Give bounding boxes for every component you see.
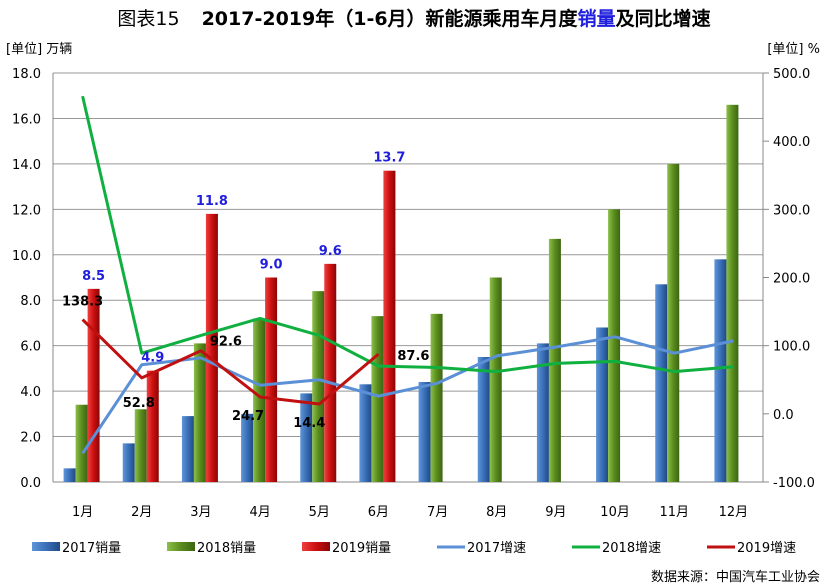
bar-2019销量 <box>87 288 100 482</box>
line-data-label: 24.7 <box>232 409 264 424</box>
bar-2018销量 <box>608 209 621 483</box>
bar-2018销量 <box>371 316 384 482</box>
x-tick-label: 3月 <box>190 505 211 520</box>
bar-2018销量 <box>253 318 266 482</box>
bar-2017销量 <box>655 284 668 482</box>
x-tick-label: 9月 <box>545 505 566 520</box>
left-tick-label: 0.0 <box>20 476 41 491</box>
left-tick-label: 4.0 <box>20 385 41 400</box>
bar-2019销量 <box>205 213 218 482</box>
bar-2017销量 <box>596 327 609 482</box>
x-tick-label: 1月 <box>72 505 93 520</box>
right-tick-label: 300.0 <box>773 203 810 218</box>
line-data-label: 52.8 <box>123 396 155 411</box>
bar-2019销量 <box>146 370 159 482</box>
right-tick-label: 200.0 <box>773 272 810 287</box>
line-data-label: 87.6 <box>397 349 429 364</box>
bar-2017销量 <box>181 416 194 482</box>
chart-title: 图表15 2017-2019年（1-6月）新能源乘用车月度销量及同比增速 <box>0 4 828 31</box>
right-tick-label: -100.0 <box>773 476 815 491</box>
left-tick-label: 10.0 <box>12 249 41 264</box>
bar-2018销量 <box>726 104 739 483</box>
bar-data-label: 9.6 <box>319 244 342 259</box>
legend-label: 2018增速 <box>602 541 661 556</box>
line-2019增速 <box>81 318 380 406</box>
title-main: 2017-2019年（1-6月）新能源乘用车月度 <box>201 8 578 30</box>
bar-2018销量 <box>75 404 88 482</box>
left-tick-label: 18.0 <box>12 67 41 82</box>
bar-2017销量 <box>300 393 313 482</box>
x-tick-label: 12月 <box>719 505 749 520</box>
legend-label: 2019增速 <box>737 541 796 556</box>
bar-2019销量 <box>324 263 337 482</box>
x-tick-label: 8月 <box>486 505 507 520</box>
bar-data-label: 11.8 <box>196 194 228 209</box>
legend-label: 2017增速 <box>467 541 526 556</box>
x-tick-label: 5月 <box>309 505 330 520</box>
bar-2017销量 <box>63 468 76 482</box>
title-prefix: 图表15 <box>117 8 180 30</box>
data-source: 数据来源：中国汽车工业协会 <box>650 570 820 585</box>
bar-2018销量 <box>489 277 502 482</box>
title-suffix: 及同比增速 <box>615 8 711 30</box>
left-tick-label: 6.0 <box>20 340 41 355</box>
bar-data-label: 4.9 <box>141 351 164 366</box>
bar-2017销量 <box>714 259 727 482</box>
right-axis-unit: [单位] % <box>767 42 820 57</box>
bar-data-label: 8.5 <box>82 269 105 284</box>
right-tick-label: 500.0 <box>773 67 810 82</box>
x-tick-label: 6月 <box>368 505 389 520</box>
bar-data-label: 13.7 <box>373 151 405 166</box>
left-axis-unit: [单位] 万辆 <box>6 42 73 57</box>
right-tick-label: 0.0 <box>773 408 794 423</box>
left-tick-label: 8.0 <box>20 294 41 309</box>
legend-swatch <box>32 542 60 551</box>
legend-swatch <box>167 542 195 551</box>
bar-2018销量 <box>312 291 325 482</box>
title-highlight: 销量 <box>577 8 616 30</box>
legend-label: 2017销量 <box>62 541 121 556</box>
bar-2017销量 <box>418 382 431 482</box>
x-tick-label: 2月 <box>131 505 152 520</box>
bar-data-label: 9.0 <box>260 258 283 273</box>
right-tick-label: 400.0 <box>773 135 810 150</box>
bar-2018销量 <box>430 313 443 482</box>
left-tick-label: 14.0 <box>12 158 41 173</box>
bar-2017销量 <box>122 443 135 482</box>
line-2017增速 <box>81 335 734 455</box>
line-data-label: 92.6 <box>210 335 242 350</box>
legend-swatch <box>302 542 330 551</box>
bar-2017销量 <box>536 343 549 482</box>
x-tick-label: 10月 <box>600 505 630 520</box>
x-tick-label: 11月 <box>659 505 689 520</box>
right-tick-label: 100.0 <box>773 340 810 355</box>
line-2018增速 <box>81 95 734 374</box>
left-tick-label: 16.0 <box>12 112 41 127</box>
left-tick-label: 12.0 <box>12 203 41 218</box>
bar-2017销量 <box>477 357 490 482</box>
bar-2019销量 <box>383 170 396 482</box>
bar-2018销量 <box>134 409 147 482</box>
left-tick-label: 2.0 <box>20 431 41 446</box>
bar-2017销量 <box>359 384 372 482</box>
bar-2019销量 <box>265 277 278 482</box>
x-tick-label: 7月 <box>427 505 448 520</box>
legend-label: 2019销量 <box>332 541 391 556</box>
line-data-label: 138.3 <box>62 295 103 310</box>
line-data-label: 14.4 <box>293 416 325 431</box>
bar-2018销量 <box>667 163 680 482</box>
bar-2018销量 <box>193 343 206 482</box>
x-tick-label: 4月 <box>249 505 270 520</box>
bar-2018销量 <box>548 238 561 482</box>
bar-2017销量 <box>241 413 254 482</box>
legend-label: 2018销量 <box>197 541 256 556</box>
